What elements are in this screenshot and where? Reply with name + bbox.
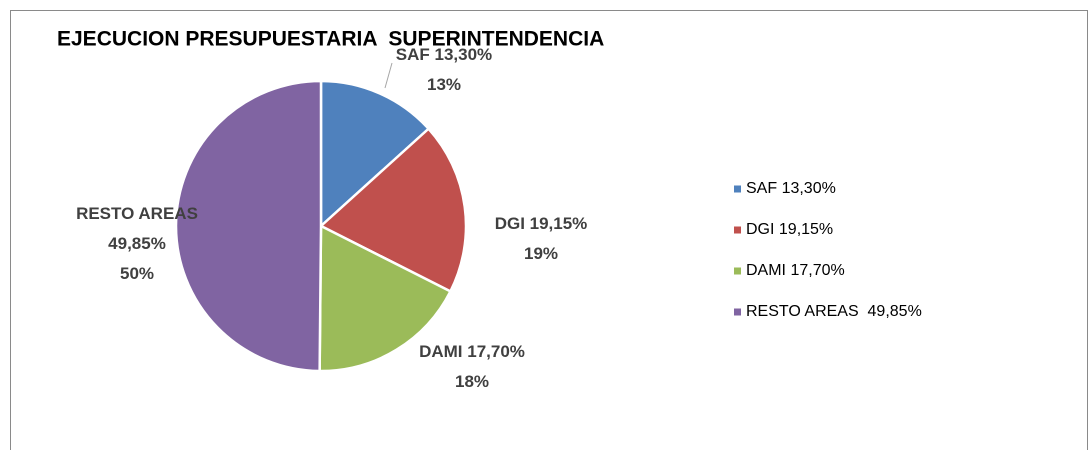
data-label: DAMI 17,70% 18% — [382, 337, 562, 397]
data-label-value: 13% — [426, 75, 462, 94]
data-label: RESTO AREAS 49,85% 50% — [62, 199, 212, 289]
pie-slice — [319, 79, 431, 229]
legend-label: DGI 19,15% — [746, 221, 833, 238]
data-label-value: 18% — [454, 372, 490, 391]
data-label-category: SAF 13,30% — [395, 45, 493, 64]
legend-marker — [734, 226, 741, 234]
pie-slice — [174, 79, 323, 373]
data-label-value: 19% — [523, 244, 559, 263]
legend-label: RESTO AREAS 49,85% — [746, 303, 922, 320]
legend-marker — [734, 185, 741, 193]
legend-marker — [734, 308, 741, 316]
legend-label: SAF 13,30% — [746, 180, 836, 197]
chart-title: EJECUCION PRESUPUESTARIA SUPERINTENDENCI… — [57, 28, 604, 51]
data-label: DGI 19,15% 19% — [461, 209, 621, 269]
pie-slice — [318, 126, 468, 294]
legend-marker — [734, 267, 741, 275]
data-label-category: RESTO AREAS 49,85% — [76, 204, 198, 253]
pie-slice — [318, 223, 453, 373]
leader-line — [384, 62, 393, 89]
data-label-category: DAMI 17,70% — [419, 342, 525, 361]
legend-label: DAMI 17,70% — [746, 262, 845, 279]
data-label: SAF 13,30% 13% — [364, 40, 524, 100]
data-label-value: 50% — [119, 264, 155, 283]
data-label-category: DGI 19,15% — [494, 214, 588, 233]
